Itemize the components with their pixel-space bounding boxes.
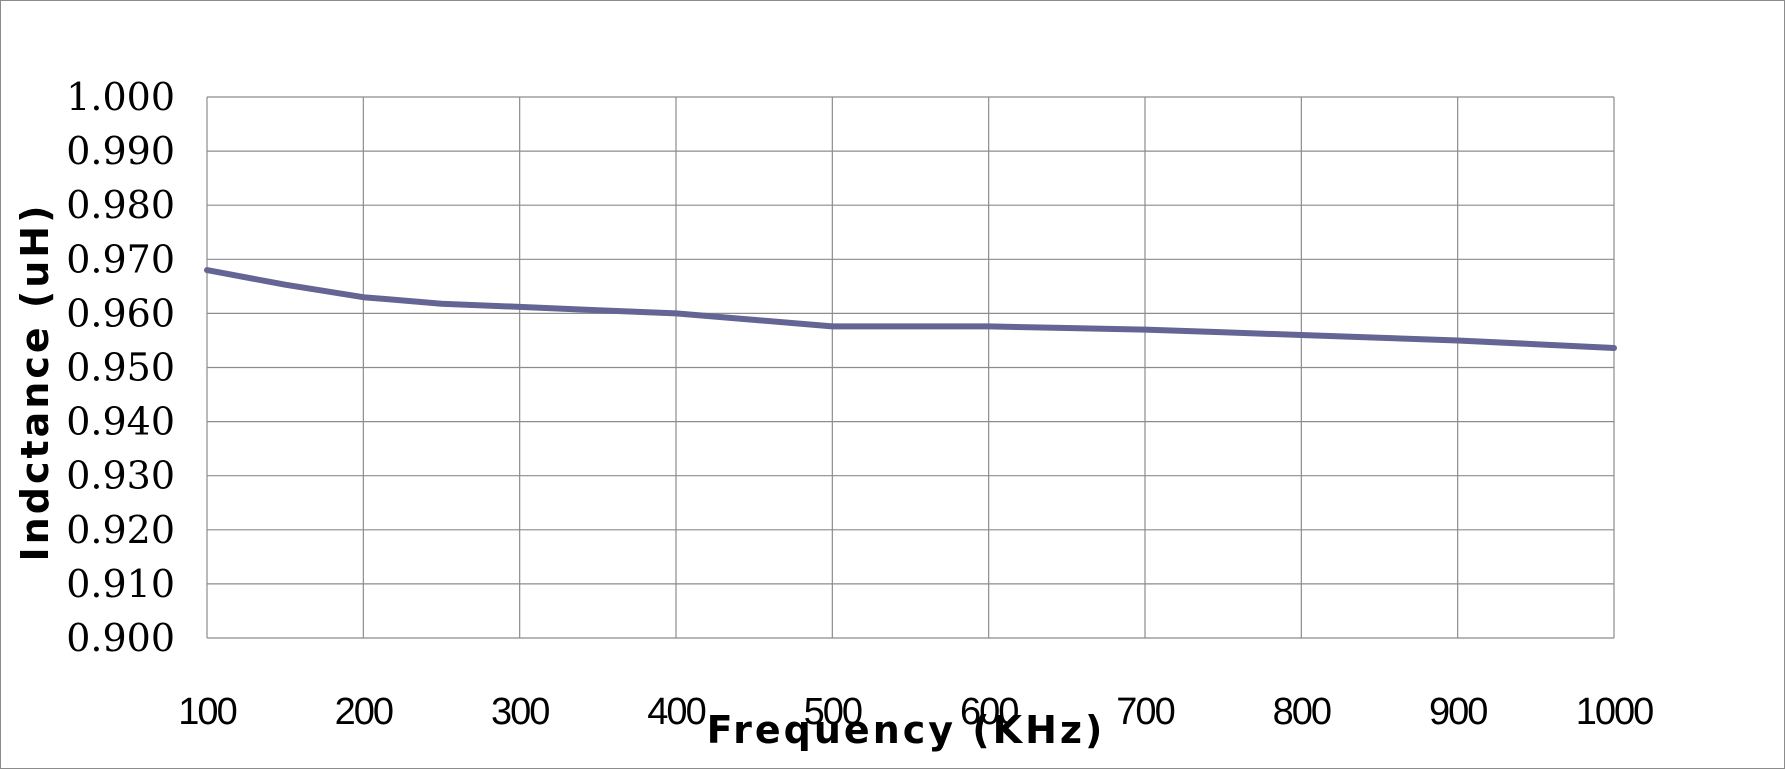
x-axis-label: Frequency (KHz) <box>707 708 1106 752</box>
x-tick-label: 400 <box>647 691 705 733</box>
y-tick-label: 0.920 <box>66 508 175 552</box>
y-tick-label: 0.900 <box>66 616 175 660</box>
y-tick-label: 0.940 <box>66 400 175 444</box>
series-line <box>204 267 1617 351</box>
y-tick-label: 1.000 <box>66 75 175 119</box>
grid-lines <box>206 96 1615 639</box>
x-tick-label: 800 <box>1273 691 1331 733</box>
x-tick-label: 200 <box>335 691 393 733</box>
x-tick-label: 1000 <box>1576 691 1653 733</box>
y-tick-label: 0.950 <box>66 346 175 390</box>
y-tick-label: 0.910 <box>66 562 175 606</box>
y-axis-label: Indctance (uH) <box>13 203 57 562</box>
x-tick-label: 300 <box>491 691 549 733</box>
x-tick-label: 900 <box>1429 691 1487 733</box>
x-tick-label: 100 <box>178 691 236 733</box>
y-tick-label: 0.980 <box>66 183 175 227</box>
y-axis-tick-labels: 0.900 0.910 0.920 0.930 0.940 0.950 0.960 0.970… <box>66 75 175 660</box>
y-tick-label: 0.960 <box>66 291 175 335</box>
y-tick-label: 0.970 <box>66 237 175 281</box>
y-tick-label: 0.930 <box>66 454 175 498</box>
x-tick-label: 700 <box>1116 691 1174 733</box>
x-tick-label: 500 <box>804 691 862 733</box>
x-tick-label: 600 <box>960 691 1018 733</box>
y-tick-label: 0.990 <box>66 129 175 173</box>
x-axis-tick-labels: 100 200 300 400 500 600 700 800 900 1000 <box>178 691 1655 733</box>
